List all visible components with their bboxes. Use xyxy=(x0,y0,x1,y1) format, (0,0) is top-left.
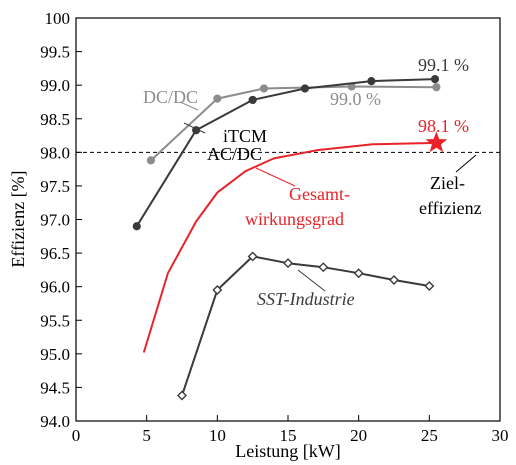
itcm-series xyxy=(132,75,440,231)
y-tick-label: 98.5 xyxy=(40,110,70,129)
y-tick-label: 98.0 xyxy=(40,143,70,162)
sst-point xyxy=(318,262,329,273)
ziel-label-line2: effizienz xyxy=(419,198,482,218)
x-axis-title: Leistung [kW] xyxy=(235,441,340,461)
gesamt-value-label: 98.1 % xyxy=(418,116,469,136)
dcdc-point xyxy=(146,156,156,165)
y-tick-label: 94.5 xyxy=(40,378,70,397)
x-tick-label: 0 xyxy=(72,426,81,445)
axis-ticks: 0 5 10 15 20 25 30 94.0 94.5 95.0 95.5 96.0 96.5 97.0… xyxy=(40,9,508,445)
itcm-line xyxy=(135,78,436,227)
y-tick-label: 95.0 xyxy=(40,345,70,364)
ziel-leader xyxy=(455,154,477,173)
sst-point xyxy=(353,268,364,279)
itcm-point xyxy=(430,75,440,84)
dcdc-series xyxy=(146,82,441,165)
sst-point xyxy=(177,390,187,401)
series-layer xyxy=(132,75,448,401)
sst-point xyxy=(283,258,293,269)
x-tick-label: 10 xyxy=(209,426,226,445)
itcm-point xyxy=(367,77,376,86)
y-tick-label: 100 xyxy=(45,9,71,28)
sst-series xyxy=(177,251,435,401)
itcm-point xyxy=(300,84,310,93)
x-tick-label: 25 xyxy=(421,426,438,445)
dcdc-label: DC/DC xyxy=(143,87,198,107)
dcdc-point xyxy=(432,83,441,92)
y-tick-label: 95.5 xyxy=(40,311,70,330)
y-tick-label: 97.0 xyxy=(40,211,70,230)
itcm-label-line1: iTCM xyxy=(223,126,267,146)
itcm-point xyxy=(248,95,257,105)
sst-line xyxy=(181,255,430,396)
x-tick-label: 15 xyxy=(280,426,297,445)
sst-point xyxy=(247,251,258,262)
sst-point xyxy=(389,274,399,285)
dcdc-leader xyxy=(179,101,199,111)
itcm-label-line2: AC/DC xyxy=(207,144,262,164)
gesamt-label-line1: Gesamt- xyxy=(289,184,350,204)
itcm-value-label: 99.1 % xyxy=(418,55,469,75)
leader-lines xyxy=(179,101,477,292)
gesamt-leader xyxy=(255,167,296,187)
itcm-point xyxy=(132,222,141,231)
annotations: DC/DC iTCM AC/DC Gesamt- wirkungsgrad SS… xyxy=(143,55,482,309)
dcdc-point xyxy=(213,94,222,103)
sst-label: SST-Industrie xyxy=(257,289,355,309)
max-efficiency-star xyxy=(425,131,448,153)
itcm-leader xyxy=(183,122,206,134)
gesamt-label-line2: wirkungsgrad xyxy=(245,209,344,229)
y-axis-title: Effizienz [%] xyxy=(8,170,28,267)
sst-leader xyxy=(297,269,326,292)
x-tick-label: 5 xyxy=(142,426,151,445)
x-tick-label: 20 xyxy=(350,426,367,445)
x-tick-label: 30 xyxy=(492,426,509,445)
dcdc-point xyxy=(259,84,269,93)
sst-point xyxy=(212,285,223,296)
gesamt-series xyxy=(142,141,437,353)
y-tick-label: 99.0 xyxy=(40,76,70,95)
dcdc-value-label: 99.0 % xyxy=(330,89,381,109)
y-tick-label: 97.5 xyxy=(40,177,70,196)
y-tick-label: 96.5 xyxy=(40,244,70,263)
sst-point xyxy=(424,281,435,291)
ziel-label-line1: Ziel- xyxy=(430,173,465,193)
gesamt-line xyxy=(142,141,437,353)
y-tick-label: 94.0 xyxy=(40,412,70,431)
y-tick-label: 96.0 xyxy=(40,278,70,297)
y-tick-label: 99.5 xyxy=(40,43,70,62)
